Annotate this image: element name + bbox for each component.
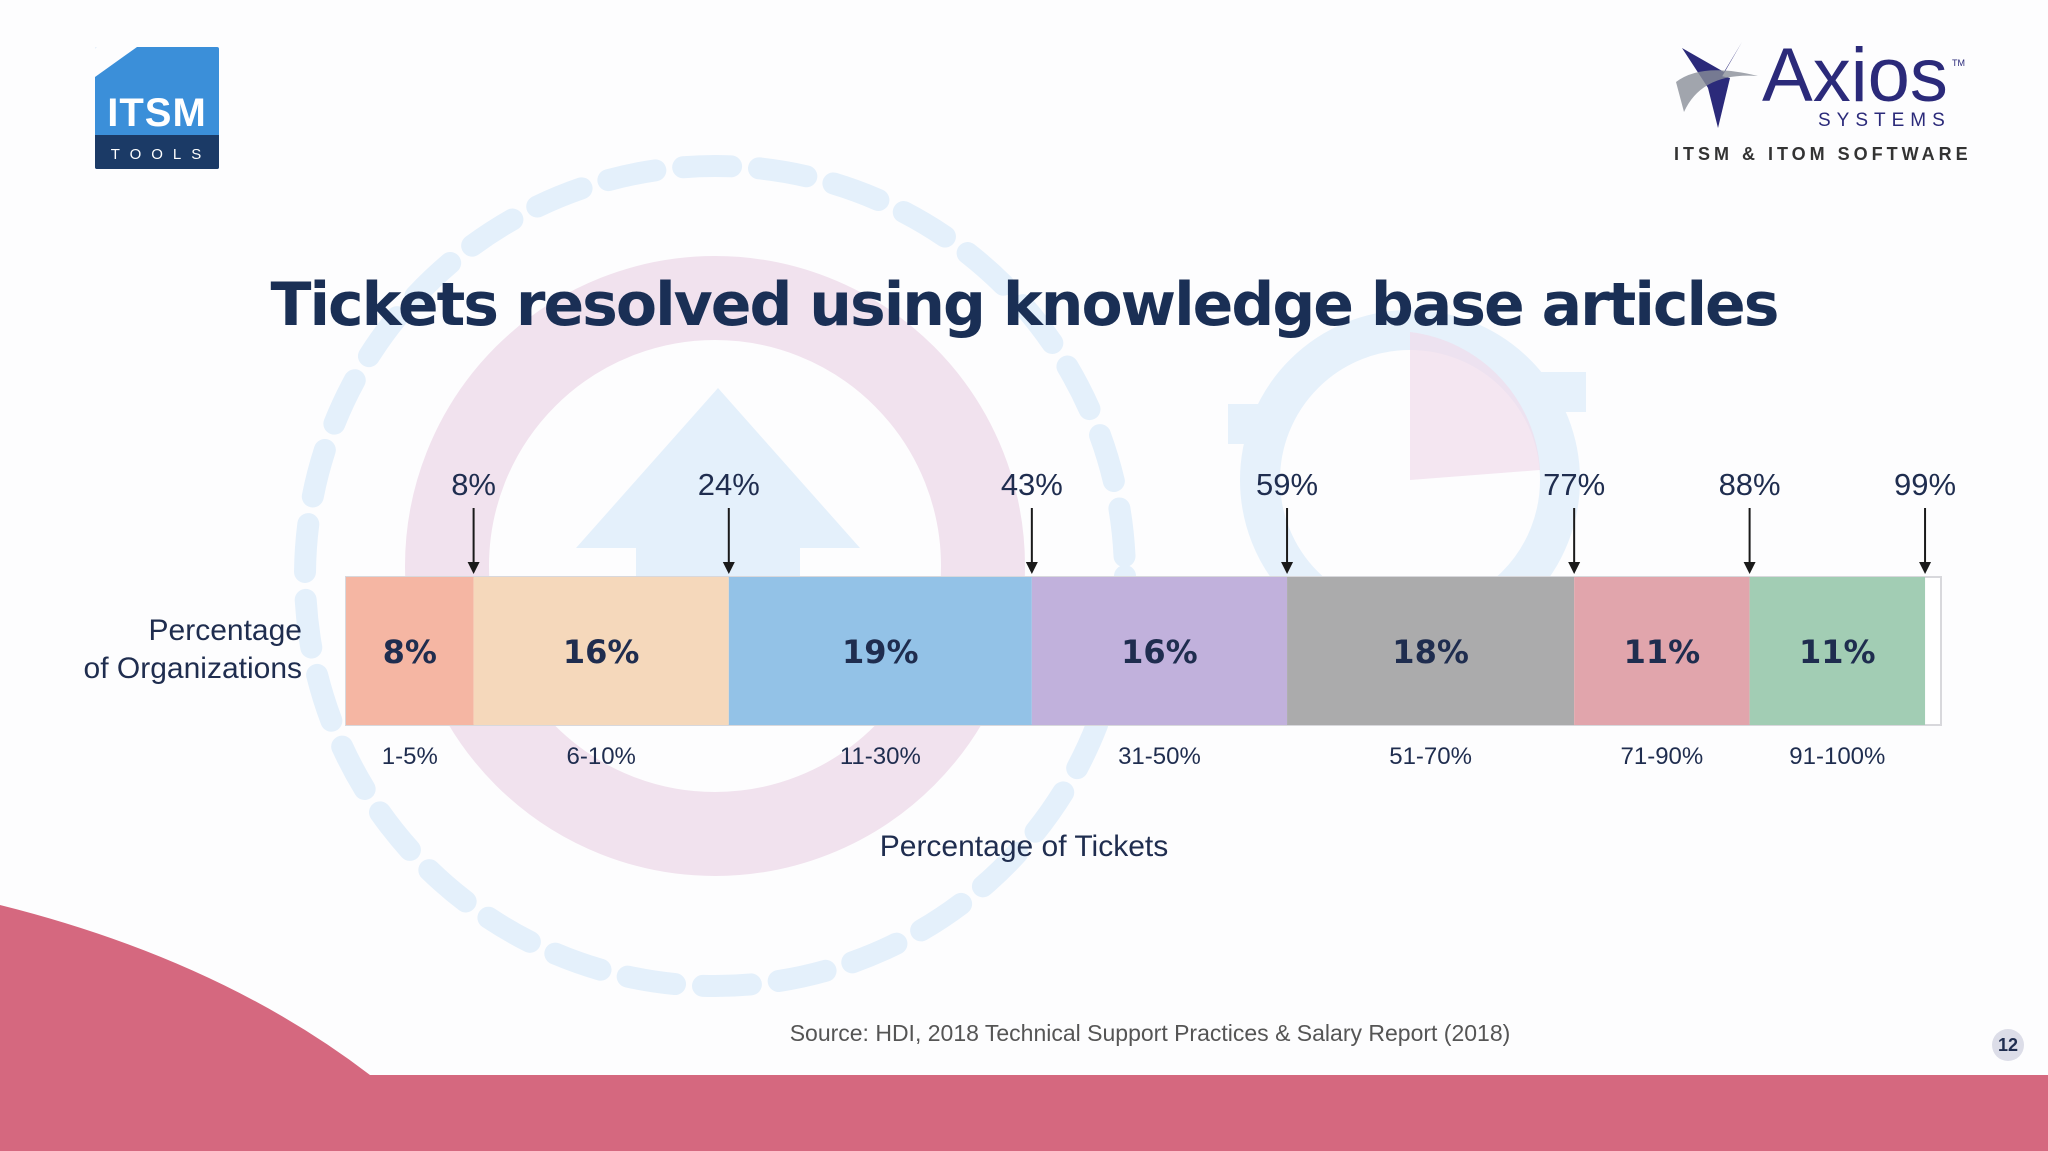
- gear-tooth-decoration: [1536, 372, 1586, 412]
- pie-decoration: [1410, 332, 1540, 480]
- itsm-logo-band: [95, 135, 219, 169]
- category-tick-label: 11-30%: [840, 743, 921, 770]
- bar-segment: [1287, 577, 1575, 725]
- bar-segment: [473, 577, 729, 725]
- category-tick-label: 71-90%: [1621, 743, 1704, 770]
- segment-value-label: 11%: [1624, 633, 1701, 671]
- category-tick-label: 31-50%: [1118, 743, 1201, 770]
- category-tick-label: 6-10%: [567, 743, 636, 770]
- y-axis-label: Percentage of Organizations: [60, 612, 302, 688]
- category-tick-label: 1-5%: [382, 743, 438, 770]
- axios-trademark: TM: [1952, 58, 1965, 68]
- wave-decoration: [0, 905, 2048, 1151]
- bar-segment: [1574, 577, 1750, 725]
- x-axis-label: Percentage of Tickets: [879, 830, 1169, 863]
- cumulative-label: 59%: [1256, 467, 1318, 502]
- segment-value-label: 18%: [1392, 633, 1469, 671]
- segment-value-label: 16%: [1121, 633, 1198, 671]
- cumulative-label: 88%: [1719, 467, 1781, 502]
- segment-value-label: 11%: [1799, 633, 1876, 671]
- cumulative-label: 99%: [1894, 467, 1956, 502]
- category-tick-label: 51-70%: [1389, 743, 1472, 770]
- bar-segment: [1749, 577, 1926, 725]
- bar-segment: [1031, 577, 1288, 725]
- itsm-logo-word: ITSM: [107, 91, 207, 135]
- axios-logo-systems: SYSTEMS: [1818, 110, 1951, 131]
- cumulative-label: 77%: [1543, 467, 1605, 502]
- cumulative-arrow-head: [1919, 562, 1932, 574]
- logo-fold-corner: [95, 47, 137, 77]
- pink-ring-decoration: [405, 256, 1025, 876]
- cumulative-arrow-head: [1743, 562, 1756, 574]
- itsm-tools-logo: ITSM TOOLS: [95, 47, 219, 169]
- page-number: 12: [1992, 1029, 2024, 1061]
- cumulative-arrow-head: [1281, 562, 1294, 574]
- category-tick-label: 91-100%: [1789, 743, 1885, 770]
- cumulative-arrow-head: [1568, 562, 1581, 574]
- axios-logo-mark: [1676, 42, 1758, 128]
- gear-tooth-decoration: [1228, 404, 1280, 444]
- itsm-logo-sub: TOOLS: [110, 146, 212, 163]
- y-axis-label-line-2: of Organizations: [83, 652, 302, 685]
- y-axis-label-line-1: Percentage: [148, 614, 302, 647]
- cumulative-arrow-head: [722, 562, 735, 574]
- segment-value-label: 8%: [383, 633, 437, 671]
- bar-segment: [346, 577, 474, 725]
- cumulative-arrow-head: [467, 562, 480, 574]
- slide-title: Tickets resolved using knowledge base ar…: [270, 270, 1780, 340]
- axios-tagline: ITSM & ITOM SOFTWARE: [1674, 144, 1972, 164]
- source-citation: Source: HDI, 2018 Technical Support Prac…: [789, 1020, 1511, 1046]
- cumulative-label: 43%: [1001, 467, 1063, 502]
- segment-value-label: 16%: [563, 633, 640, 671]
- axios-logo-name: Axios: [1762, 33, 1948, 118]
- cumulative-label: 8%: [451, 467, 496, 502]
- bar-segment: [728, 577, 1032, 725]
- cumulative-arrow-head: [1025, 562, 1038, 574]
- upload-arrow-decoration: [576, 388, 860, 610]
- cumulative-label: 24%: [698, 467, 760, 502]
- segment-value-label: 19%: [842, 633, 919, 671]
